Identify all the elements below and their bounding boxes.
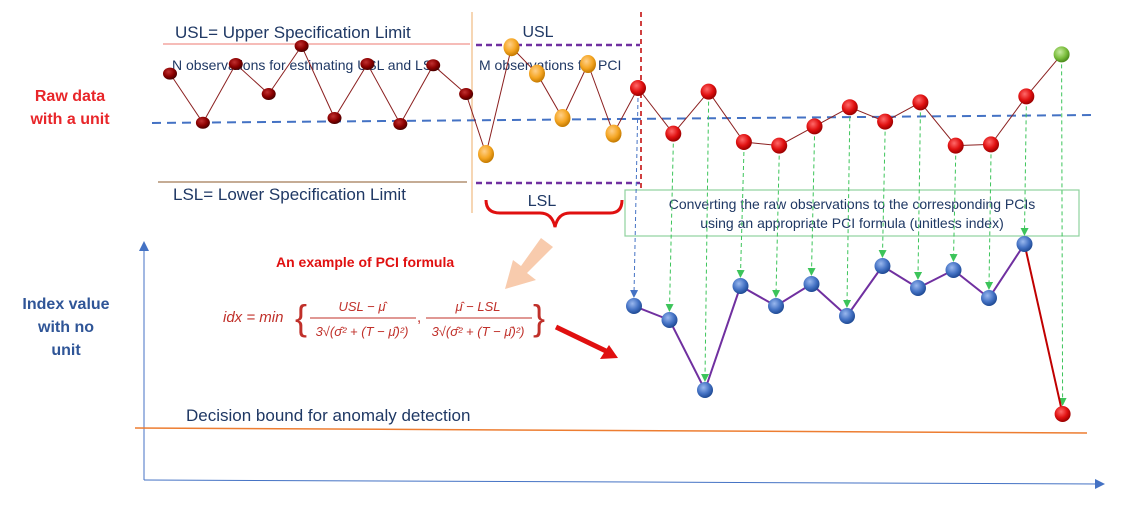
formula-comma: ,: [417, 309, 421, 326]
raw-n-point: [459, 88, 474, 100]
index-point: [626, 298, 642, 314]
raw-m-point: [529, 64, 545, 83]
raw-data-label-line2: with a unit: [29, 111, 110, 128]
raw-n-point: [228, 58, 243, 70]
index-point-anomaly: [1054, 406, 1071, 422]
conversion-arrow: [985, 154, 994, 290]
raw-pci-point: [841, 99, 858, 116]
raw-pci-point: [1018, 88, 1035, 105]
conversion-text-line2: using an appropriate PCI formula (unitle…: [700, 215, 1004, 231]
raw-m-point: [580, 55, 596, 73]
m-observations-brace: [484, 199, 624, 228]
formula-num1: USL − μ̂: [339, 299, 389, 314]
raw-pci-point: [983, 136, 999, 153]
index-point: [981, 290, 997, 306]
index-point: [945, 262, 962, 278]
raw-pci-point-latest: [1053, 46, 1070, 63]
index-point: [803, 276, 820, 292]
raw-m-point: [605, 124, 622, 143]
index-point: [697, 382, 713, 398]
n-observations-label: N observations for estimating USL and LS…: [172, 57, 440, 73]
conversion-arrow: [1058, 64, 1067, 406]
index-point: [839, 308, 855, 324]
conversion-arrow: [949, 155, 958, 262]
pci-formula: idx = min { USL − μ̂ 3√(σ̂² + (T − μ̂)²)…: [223, 297, 545, 339]
conversion-arrow: [630, 97, 639, 298]
index-point: [768, 298, 784, 314]
raw-n-point: [393, 118, 408, 130]
raw-pci-point: [735, 134, 752, 150]
raw-m-point: [478, 145, 494, 163]
index-point: [732, 278, 749, 294]
raw-n-point: [163, 67, 177, 80]
conversion-arrow: [807, 136, 816, 276]
raw-data-label-line1: Raw data: [35, 88, 105, 105]
index-line: [633, 243, 1026, 393]
index-point: [1016, 236, 1033, 252]
formula-to-index-arrow: [554, 324, 610, 355]
raw-pci-point: [700, 83, 717, 100]
raw-n-point: [360, 58, 375, 70]
formula-num2: μ̂ − LSL: [454, 299, 500, 314]
decision-bound-line: [134, 427, 1088, 434]
raw-m-point: [554, 109, 571, 127]
raw-n-point: [426, 59, 441, 72]
raw-pci-point: [806, 118, 823, 135]
formula-brace-right: }: [533, 297, 545, 338]
lsl-definition: LSL= Lower Specification Limit: [173, 185, 406, 204]
decision-bound-label: Decision bound for anomaly detection: [186, 406, 470, 425]
index-point: [874, 258, 891, 274]
brace-to-formula-arrow: [505, 238, 553, 289]
conversion-text-line1: Converting the raw observations to the c…: [669, 196, 1036, 212]
raw-n-point: [294, 40, 309, 52]
formula-den1: 3√(σ̂² + (T − μ̂)²): [316, 324, 409, 339]
raw-pci-point: [947, 137, 964, 154]
formula-brace-left: {: [295, 297, 307, 338]
index-series: [626, 236, 1071, 422]
formula-to-index-arrowhead: [600, 345, 618, 359]
raw-pci-point: [877, 113, 894, 130]
formula-lhs: idx = min: [223, 309, 283, 326]
raw-pci-point: [771, 137, 788, 154]
raw-m-point: [503, 38, 520, 57]
index-point: [910, 280, 926, 296]
conversion-arrow: [772, 155, 781, 298]
usl-label: USL: [522, 24, 553, 41]
m-observations-label: M observations for PCI: [479, 57, 621, 73]
raw-data-series: [163, 38, 1070, 163]
raw-pci-point: [912, 94, 929, 111]
pci-example-title: An example of PCI formula: [276, 254, 454, 270]
conversion-arrow: [701, 101, 710, 382]
conversion-arrow: [914, 112, 923, 280]
index-label-line1: Index value: [22, 296, 109, 313]
conversion-arrow: [736, 151, 745, 278]
conversion-arrow: [843, 117, 852, 308]
raw-n-point: [327, 112, 342, 124]
conversion-box: [624, 189, 1080, 237]
lsl-label: LSL: [528, 193, 557, 210]
conversion-arrows: [630, 64, 1067, 406]
x-axis: [143, 478, 1105, 489]
raw-n-point: [195, 116, 210, 129]
index-line-anomaly-segment: [1023, 243, 1064, 415]
formula-den2: 3√(σ̂² + (T − μ̂)²): [432, 324, 525, 339]
index-point: [661, 312, 678, 328]
raw-n-point: [261, 88, 276, 100]
raw-pci-point: [665, 125, 682, 142]
mean-line: [151, 114, 1096, 124]
index-label-line3: unit: [51, 342, 81, 359]
index-label-line2: with no: [37, 319, 94, 336]
usl-definition: USL= Upper Specification Limit: [175, 23, 411, 42]
raw-pci-point: [630, 80, 646, 96]
